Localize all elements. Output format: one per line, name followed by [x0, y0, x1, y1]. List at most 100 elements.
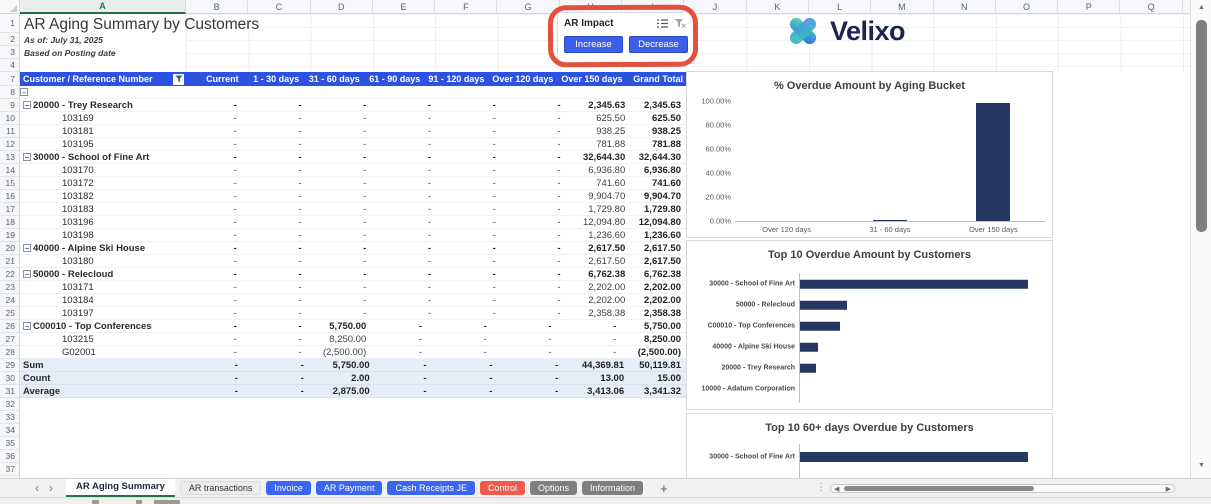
chart-overdue-by-bucket[interactable]: % Overdue Amount by Aging Bucket 100.00%…	[686, 71, 1053, 238]
row-label-cell[interactable]: −50000 - Relecloud	[23, 268, 114, 280]
column-header-C[interactable]: C	[248, 0, 311, 14]
value-cell[interactable]: -	[492, 125, 496, 137]
value-cell[interactable]	[436, 86, 499, 98]
row-header-29[interactable]: 29	[0, 359, 19, 372]
value-cell[interactable]: -	[492, 255, 496, 267]
value-cell[interactable]: -	[483, 346, 487, 358]
value-cell[interactable]: 8,250.00	[644, 333, 681, 345]
table-col-header-4[interactable]: 61 - 90 days	[369, 74, 421, 84]
row-header-25[interactable]: 25	[0, 307, 19, 320]
value-cell[interactable]: -	[363, 281, 367, 293]
value-cell[interactable]: -	[492, 229, 496, 241]
table-col-header-8[interactable]: Grand Total	[633, 74, 684, 84]
value-cell[interactable]: -	[363, 138, 367, 150]
value-cell[interactable]: -	[298, 203, 302, 215]
value-cell[interactable]	[561, 86, 624, 98]
row-header-10[interactable]: 10	[0, 112, 19, 125]
row-header-9[interactable]: 9	[0, 99, 19, 112]
row-label-cell[interactable]: −30000 - School of Fine Art	[23, 151, 150, 163]
value-cell[interactable]: -	[300, 372, 304, 384]
value-cell[interactable]: -	[489, 372, 493, 384]
value-cell[interactable]: 2,345.63	[588, 99, 626, 111]
value-cell[interactable]: -	[233, 229, 237, 241]
row-label-cell[interactable]: 103215	[62, 333, 94, 345]
value-cell[interactable]: -	[298, 216, 302, 228]
value-cell[interactable]: -	[427, 229, 431, 241]
value-cell[interactable]: -	[492, 177, 496, 189]
value-cell[interactable]: 2,617.50	[644, 255, 681, 267]
row-header-36[interactable]: 36	[0, 450, 19, 463]
value-cell[interactable]: -	[427, 99, 431, 111]
value-cell[interactable]: 1,729.80	[644, 203, 681, 215]
collapse-group-icon[interactable]: −	[23, 152, 31, 162]
value-cell[interactable]: -	[555, 385, 559, 397]
value-cell[interactable]: -	[233, 294, 237, 306]
value-cell[interactable]: -	[233, 346, 237, 358]
value-cell[interactable]: -	[557, 164, 561, 176]
value-cell[interactable]: 15.00	[657, 372, 681, 384]
row-header-31[interactable]: 31	[0, 385, 19, 398]
collapse-group-icon[interactable]: −	[23, 269, 31, 279]
value-cell[interactable]: 8,250.00	[329, 333, 367, 345]
next-sheet-icon[interactable]: ›	[49, 481, 53, 495]
value-cell[interactable]: -	[298, 138, 302, 150]
value-cell[interactable]: -	[557, 255, 561, 267]
table-col-header-6[interactable]: Over 120 days	[492, 74, 554, 84]
value-cell[interactable]: -	[492, 268, 496, 280]
row-header-24[interactable]: 24	[0, 294, 19, 307]
value-cell[interactable]: -	[613, 346, 617, 358]
value-cell[interactable]: -	[300, 385, 304, 397]
value-cell[interactable]: 938.25	[596, 125, 626, 137]
sheet-tab-options[interactable]: Options	[530, 481, 578, 495]
row-header-7[interactable]: 7	[0, 72, 19, 86]
table-col-header-3[interactable]: 31 - 60 days	[308, 74, 360, 84]
value-cell[interactable]: -	[298, 99, 302, 111]
value-cell[interactable]: -	[298, 164, 302, 176]
value-cell[interactable]	[311, 86, 374, 98]
value-cell[interactable]: 2,617.50	[588, 242, 626, 254]
value-cell[interactable]: -	[492, 138, 496, 150]
value-cell[interactable]: -	[548, 320, 552, 332]
value-cell[interactable]: -	[489, 385, 493, 397]
value-cell[interactable]: -	[427, 138, 431, 150]
value-cell[interactable]: -	[298, 190, 302, 202]
value-cell[interactable]: 938.25	[651, 125, 681, 137]
scrollbar-drag-dots[interactable]: ⋮	[816, 482, 826, 493]
value-cell[interactable]: -	[233, 203, 237, 215]
vertical-scrollbar[interactable]: ▲ ▼	[1190, 0, 1211, 478]
value-cell[interactable]: -	[427, 281, 431, 293]
row-header-23[interactable]: 23	[0, 281, 19, 294]
value-cell[interactable]: 781.88	[596, 138, 626, 150]
row-header-8[interactable]: 8	[0, 86, 19, 99]
value-cell[interactable]: 5,750.00	[329, 320, 367, 332]
value-cell[interactable]: -	[363, 112, 367, 124]
table-col-header-7[interactable]: Over 150 days	[561, 74, 623, 84]
collapse-group-icon[interactable]: −	[23, 243, 31, 253]
value-cell[interactable]: -	[492, 151, 496, 163]
value-cell[interactable]: 1,729.80	[588, 203, 626, 215]
value-cell[interactable]: -	[557, 203, 561, 215]
value-cell[interactable]: 2,202.00	[588, 281, 626, 293]
value-cell[interactable]: 741.60	[596, 177, 626, 189]
value-cell[interactable]: -	[363, 151, 367, 163]
row-header-26[interactable]: 26	[0, 320, 19, 333]
row-header-11[interactable]: 11	[0, 125, 19, 138]
value-cell[interactable]: 3,413.06	[587, 385, 625, 397]
value-cell[interactable]: -	[233, 177, 237, 189]
value-cell[interactable]: 741.60	[651, 177, 681, 189]
value-cell[interactable]: 6,762.38	[644, 268, 681, 280]
value-cell[interactable]: -	[557, 190, 561, 202]
value-cell[interactable]: -	[363, 177, 367, 189]
value-cell[interactable]: -	[492, 307, 496, 319]
row-header-14[interactable]: 14	[0, 164, 19, 177]
value-cell[interactable]: 12,094.80	[638, 216, 681, 228]
row-label-cell[interactable]: 103180	[62, 255, 94, 267]
value-cell[interactable]: 50,119.81	[639, 359, 681, 371]
value-cell[interactable]: -	[557, 138, 561, 150]
value-cell[interactable]: -	[233, 190, 237, 202]
value-cell[interactable]: -	[427, 112, 431, 124]
value-cell[interactable]: 5,750.00	[644, 320, 681, 332]
row-header-35[interactable]: 35	[0, 437, 19, 450]
value-cell[interactable]: -	[363, 307, 367, 319]
column-header-N[interactable]: N	[934, 0, 996, 14]
